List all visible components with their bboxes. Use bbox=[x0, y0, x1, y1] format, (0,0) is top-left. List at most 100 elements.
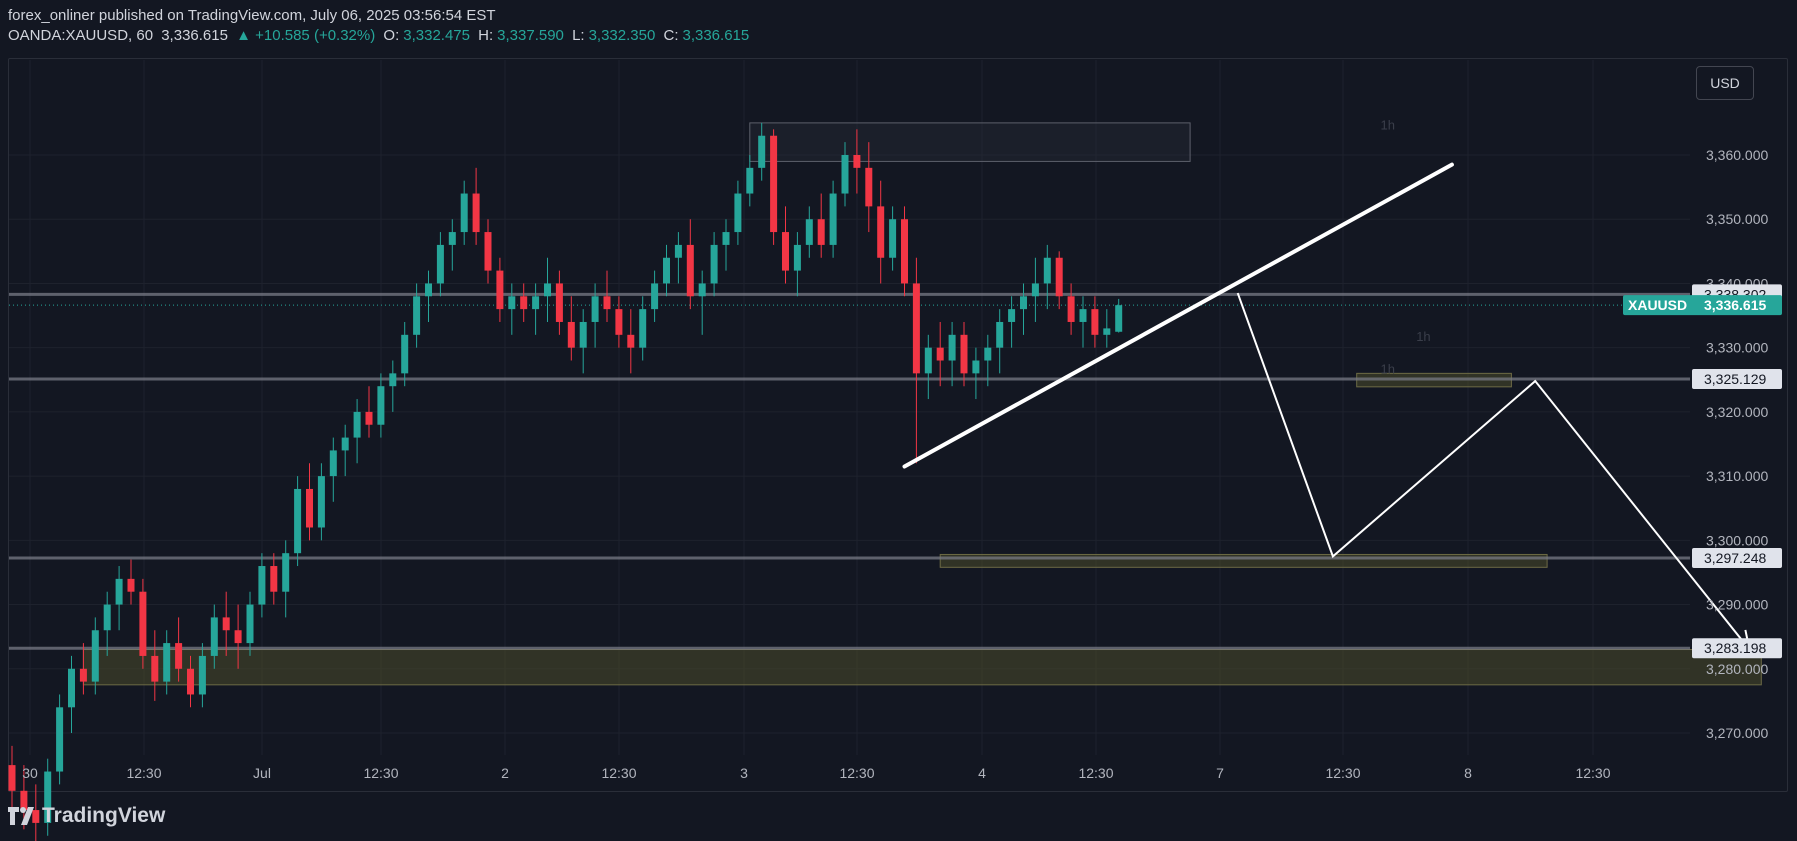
candle-body[interactable] bbox=[1031, 283, 1039, 297]
candle-body[interactable] bbox=[472, 193, 480, 233]
candle-body[interactable] bbox=[1103, 328, 1111, 335]
candle-body[interactable] bbox=[996, 321, 1004, 348]
candle-body[interactable] bbox=[841, 155, 849, 194]
candle-body[interactable] bbox=[163, 643, 171, 682]
candle-body[interactable] bbox=[960, 334, 968, 374]
currency-button[interactable]: USD bbox=[1696, 66, 1754, 100]
candle-body[interactable] bbox=[341, 437, 349, 451]
candle-body[interactable] bbox=[520, 296, 528, 310]
candle-body[interactable] bbox=[782, 232, 789, 271]
candle-body[interactable] bbox=[770, 135, 778, 233]
candle-body[interactable] bbox=[198, 655, 206, 695]
candle-body[interactable] bbox=[329, 450, 337, 477]
candle-body[interactable] bbox=[663, 257, 670, 284]
candle-body[interactable] bbox=[448, 232, 456, 245]
candle-body[interactable] bbox=[984, 347, 992, 361]
candle-body[interactable] bbox=[829, 193, 837, 245]
candle-body[interactable] bbox=[425, 283, 432, 297]
candle-body[interactable] bbox=[877, 206, 885, 258]
candle-body[interactable] bbox=[1055, 257, 1063, 297]
candle-body[interactable] bbox=[901, 219, 908, 284]
candle-body[interactable] bbox=[805, 219, 813, 245]
candle-body[interactable] bbox=[436, 244, 444, 284]
candle-body[interactable] bbox=[413, 296, 421, 335]
candle-body[interactable] bbox=[651, 283, 659, 310]
candle-body[interactable] bbox=[555, 283, 563, 322]
supply-demand-zone[interactable] bbox=[939, 553, 1548, 568]
candle-body[interactable] bbox=[317, 476, 325, 528]
candle-body[interactable] bbox=[79, 668, 87, 682]
candle-body[interactable] bbox=[282, 553, 290, 592]
candle-body[interactable] bbox=[674, 244, 682, 258]
candle-body[interactable] bbox=[460, 193, 468, 233]
candle-body[interactable] bbox=[889, 219, 897, 258]
candle-body[interactable] bbox=[270, 566, 278, 592]
candle-body[interactable] bbox=[591, 296, 599, 322]
candle-body[interactable] bbox=[567, 321, 575, 348]
candle-body[interactable] bbox=[1008, 309, 1016, 322]
candle-body[interactable] bbox=[722, 232, 730, 245]
candle-body[interactable] bbox=[246, 604, 254, 644]
candle-body[interactable] bbox=[187, 668, 194, 695]
candle-body[interactable] bbox=[32, 810, 40, 823]
candle-body[interactable] bbox=[698, 283, 706, 297]
candle-body[interactable] bbox=[56, 707, 64, 772]
candle-body[interactable] bbox=[306, 488, 313, 528]
candle-body[interactable] bbox=[1091, 309, 1099, 335]
candle-body[interactable] bbox=[1115, 305, 1123, 332]
candle-body[interactable] bbox=[68, 668, 75, 708]
candle-body[interactable] bbox=[115, 578, 123, 605]
candle-body[interactable] bbox=[127, 578, 135, 592]
candle-body[interactable] bbox=[853, 155, 861, 168]
candle-body[interactable] bbox=[365, 411, 373, 425]
candle-body[interactable] bbox=[91, 630, 99, 682]
candle-body[interactable] bbox=[686, 244, 694, 297]
candle-body[interactable] bbox=[758, 135, 766, 168]
candle-body[interactable] bbox=[222, 617, 230, 631]
candle-body[interactable] bbox=[20, 790, 28, 811]
candle-body[interactable] bbox=[710, 244, 718, 284]
candle-body[interactable] bbox=[508, 296, 516, 310]
candle-body[interactable] bbox=[865, 167, 873, 207]
candle-body[interactable] bbox=[389, 373, 397, 387]
candle-body[interactable] bbox=[258, 566, 266, 605]
candle-body[interactable] bbox=[615, 309, 623, 335]
trendline[interactable] bbox=[902, 162, 1454, 469]
candle-body[interactable] bbox=[746, 167, 754, 194]
candle-body[interactable] bbox=[793, 244, 801, 271]
supply-demand-zone[interactable] bbox=[82, 649, 1762, 686]
candle-body[interactable] bbox=[532, 296, 540, 310]
candle-body[interactable] bbox=[210, 617, 218, 656]
candle-body[interactable] bbox=[972, 360, 980, 374]
candle-body[interactable] bbox=[8, 765, 16, 791]
candle-body[interactable] bbox=[175, 643, 183, 669]
range-box[interactable] bbox=[749, 122, 1191, 162]
candle-body[interactable] bbox=[496, 270, 504, 310]
candle-body[interactable] bbox=[294, 488, 302, 554]
candle-body[interactable] bbox=[1067, 296, 1075, 322]
candle-body[interactable] bbox=[544, 283, 551, 297]
candle-body[interactable] bbox=[353, 411, 361, 438]
candle-body[interactable] bbox=[234, 630, 242, 644]
candle-body[interactable] bbox=[484, 232, 492, 271]
candle-body[interactable] bbox=[139, 591, 147, 656]
candle-body[interactable] bbox=[734, 193, 742, 233]
candle-body[interactable] bbox=[1079, 309, 1087, 322]
candle-body[interactable] bbox=[627, 334, 635, 348]
candle-body[interactable] bbox=[1043, 257, 1051, 284]
candle-body[interactable] bbox=[817, 219, 825, 245]
candle-body[interactable] bbox=[924, 347, 932, 374]
candle-body[interactable] bbox=[603, 296, 611, 310]
candle-body[interactable] bbox=[948, 334, 956, 361]
projection-path[interactable] bbox=[1236, 292, 1751, 651]
candle-body[interactable] bbox=[401, 334, 409, 374]
candle-body[interactable] bbox=[936, 347, 944, 361]
candle-body[interactable] bbox=[44, 771, 52, 823]
candle-body[interactable] bbox=[103, 604, 111, 631]
candle-body[interactable] bbox=[1020, 296, 1027, 310]
candle-body[interactable] bbox=[639, 309, 647, 348]
candle-body[interactable] bbox=[579, 321, 587, 348]
candle-body[interactable] bbox=[151, 655, 159, 682]
symbol-label[interactable]: OANDA:XAUUSD, 60 bbox=[8, 27, 154, 44]
